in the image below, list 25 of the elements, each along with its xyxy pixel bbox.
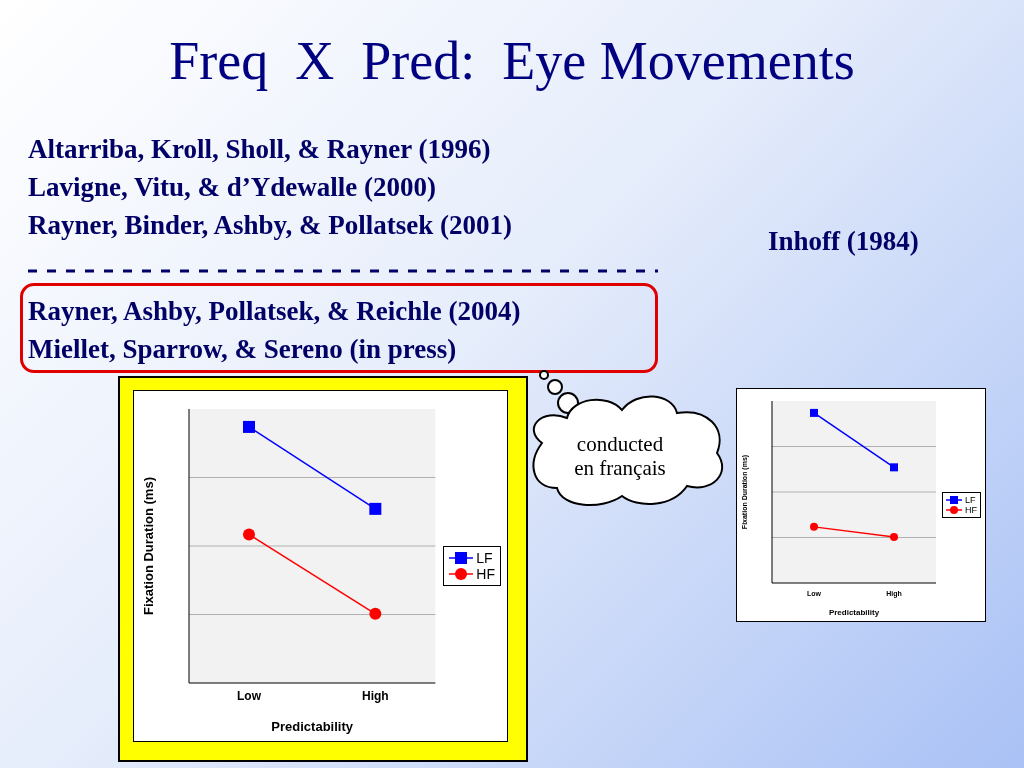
point xyxy=(890,463,898,472)
legend-label: HF xyxy=(476,566,495,582)
x-axis-title: Predictability xyxy=(271,719,354,734)
text: conducted en français xyxy=(574,432,666,480)
point xyxy=(810,522,818,531)
text: Lavigne, Vitu, & d’Ydewalle (2000) xyxy=(28,171,437,204)
legend-label: HF xyxy=(965,505,977,515)
point xyxy=(243,420,255,433)
chart-title: Inhoff (1984) xyxy=(768,226,919,257)
point xyxy=(369,502,382,515)
legend-label: LF xyxy=(965,495,976,505)
text: Rayner, Ashby, Pollatsek, & Reichle (2004) xyxy=(28,295,521,328)
y-axis-title: Fixation Duration (ms) xyxy=(140,477,156,615)
text: Rayner, Binder, Ashby, & Pollatsek (2001) xyxy=(28,209,513,242)
text: Miellet, Sparrow, & Sereno (in press) xyxy=(28,333,458,366)
chart-title: Freq X Pred: Eye Movements xyxy=(168,30,856,92)
point xyxy=(243,528,255,541)
legend-label: LF xyxy=(476,550,493,566)
x-axis-title: Predictability xyxy=(828,608,880,617)
x-tick-label: High xyxy=(361,688,389,703)
x-tick-label: Low xyxy=(237,688,262,703)
text: Altarriba, Kroll, Sholl, & Rayner (1996) xyxy=(28,133,492,166)
point xyxy=(369,607,382,620)
point xyxy=(890,533,898,542)
point xyxy=(810,408,818,417)
